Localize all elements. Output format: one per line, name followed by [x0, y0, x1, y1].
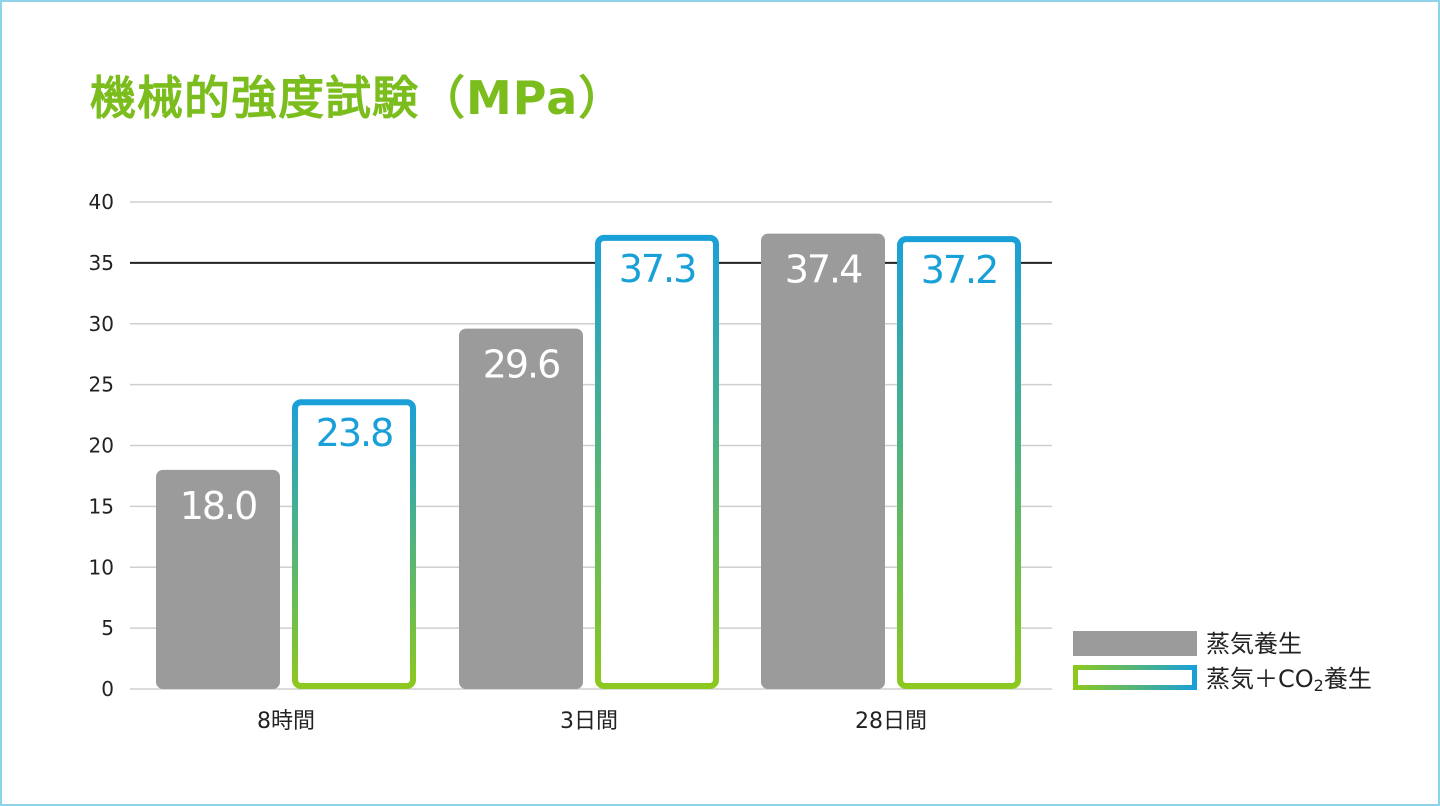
legend-swatch-steam-co2: [1073, 665, 1197, 690]
legend-swatch-steam: [1073, 631, 1197, 656]
legend-label-steam-co2: 蒸気＋CO2養生: [1206, 665, 1372, 695]
y-tick-label: 25: [89, 373, 114, 397]
bar-steam: [156, 469, 280, 689]
data-label-steam-co2: 23.8: [316, 411, 393, 455]
x-category-label: 8時間: [257, 709, 315, 734]
data-label-steam: 29.6: [483, 343, 560, 387]
y-tick-label: 5: [101, 616, 114, 640]
bar-steam: [761, 233, 885, 689]
bar-steam: [459, 328, 583, 689]
y-tick-label: 40: [89, 190, 114, 214]
legend-label-steam: 蒸気養生: [1206, 630, 1302, 658]
y-tick-label: 35: [89, 251, 114, 275]
data-label-steam-co2: 37.3: [619, 247, 696, 291]
y-tick-label: 20: [89, 434, 114, 458]
bar-steam-co2: [897, 236, 1021, 689]
y-tick-label: 10: [89, 555, 114, 579]
chart-title: 機械的強度試験（MPa）: [90, 71, 626, 125]
y-tick-label: 15: [89, 494, 114, 518]
data-label-steam: 37.4: [785, 248, 862, 292]
y-tick-label: 30: [89, 312, 114, 336]
bar-steam-co2: [595, 234, 719, 689]
x-category-label: 28日間: [855, 709, 927, 734]
x-category-label: 3日間: [560, 709, 618, 734]
data-label-steam-co2: 37.2: [921, 248, 998, 292]
data-label-steam: 18.0: [180, 484, 257, 528]
bar-steam-co2: [292, 399, 416, 689]
y-tick-label: 0: [101, 677, 114, 701]
